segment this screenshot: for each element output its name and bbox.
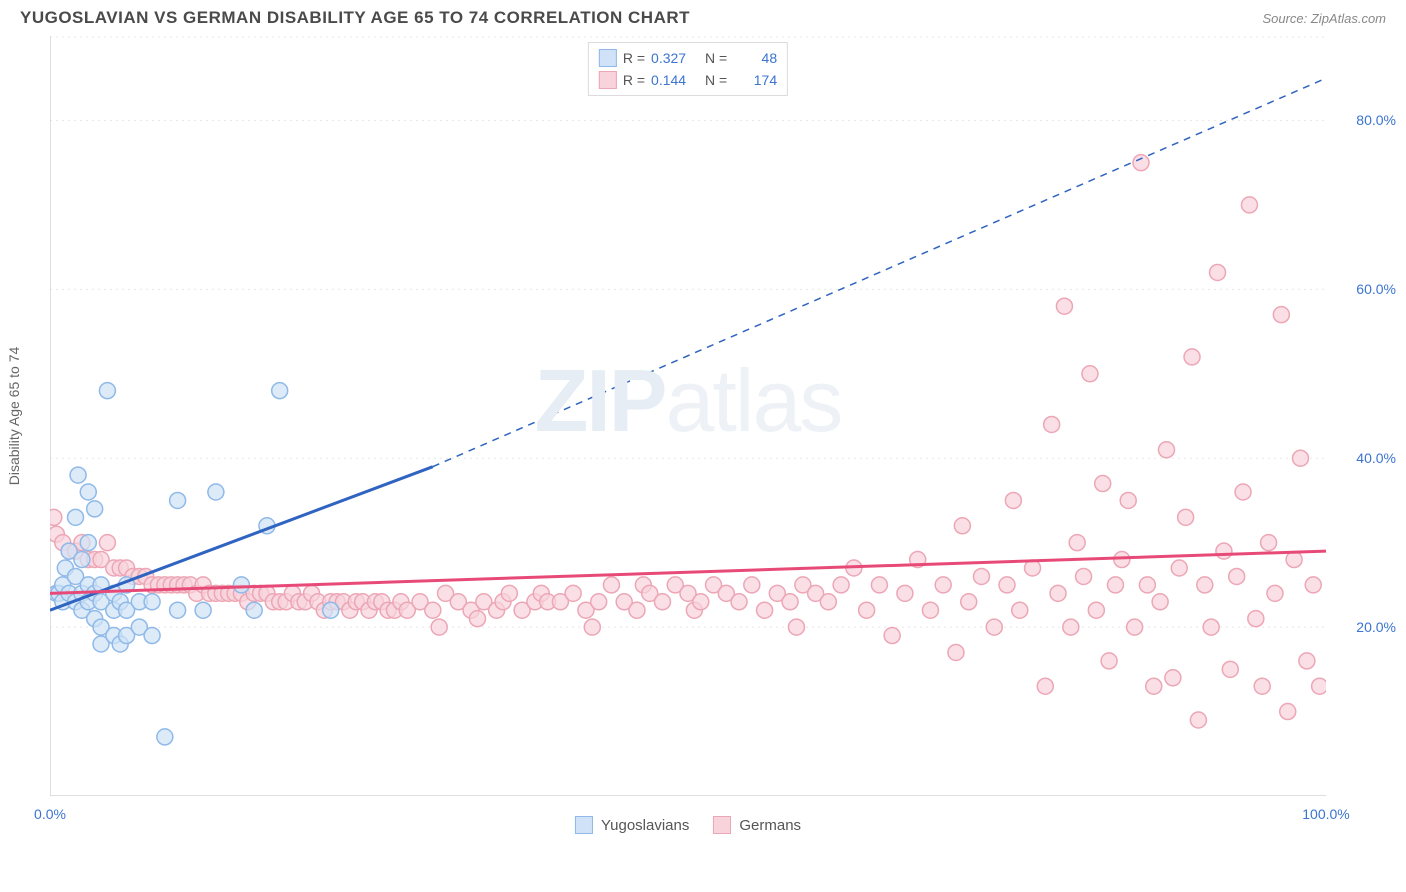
x-tick-label: 100.0% [1302, 806, 1349, 822]
n-label: N = [701, 69, 727, 91]
legend-swatch [575, 816, 593, 834]
chart-container: Disability Age 65 to 74 ZIPatlas 20.0%40… [50, 36, 1326, 796]
chart-source: Source: ZipAtlas.com [1262, 11, 1386, 26]
series-legend: Yugoslavians Germans [575, 816, 801, 834]
series-legend-item: Germans [713, 816, 801, 834]
n-label: N = [701, 47, 727, 69]
y-tick-label: 40.0% [1356, 450, 1396, 466]
scatter-plot [50, 36, 1326, 796]
r-value: 0.144 [651, 69, 695, 91]
y-tick-label: 80.0% [1356, 112, 1396, 128]
y-axis-title: Disability Age 65 to 74 [6, 347, 22, 486]
correlation-legend-row: R = 0.144 N = 174 [599, 69, 777, 91]
chart-header: YUGOSLAVIAN VS GERMAN DISABILITY AGE 65 … [0, 0, 1406, 32]
series-name: Germans [739, 817, 801, 834]
r-label: R = [623, 47, 645, 69]
r-label: R = [623, 69, 645, 91]
legend-swatch [599, 71, 617, 89]
series-name: Yugoslavians [601, 817, 689, 834]
legend-swatch [713, 816, 731, 834]
n-value: 174 [733, 69, 777, 91]
series-legend-item: Yugoslavians [575, 816, 689, 834]
y-tick-label: 60.0% [1356, 281, 1396, 297]
correlation-legend-row: R = 0.327 N = 48 [599, 47, 777, 69]
legend-swatch [599, 49, 617, 67]
x-tick-label: 0.0% [34, 806, 66, 822]
correlation-legend: R = 0.327 N = 48 R = 0.144 N = 174 [588, 42, 788, 96]
n-value: 48 [733, 47, 777, 69]
r-value: 0.327 [651, 47, 695, 69]
chart-title: YUGOSLAVIAN VS GERMAN DISABILITY AGE 65 … [20, 8, 690, 28]
y-tick-label: 20.0% [1356, 619, 1396, 635]
